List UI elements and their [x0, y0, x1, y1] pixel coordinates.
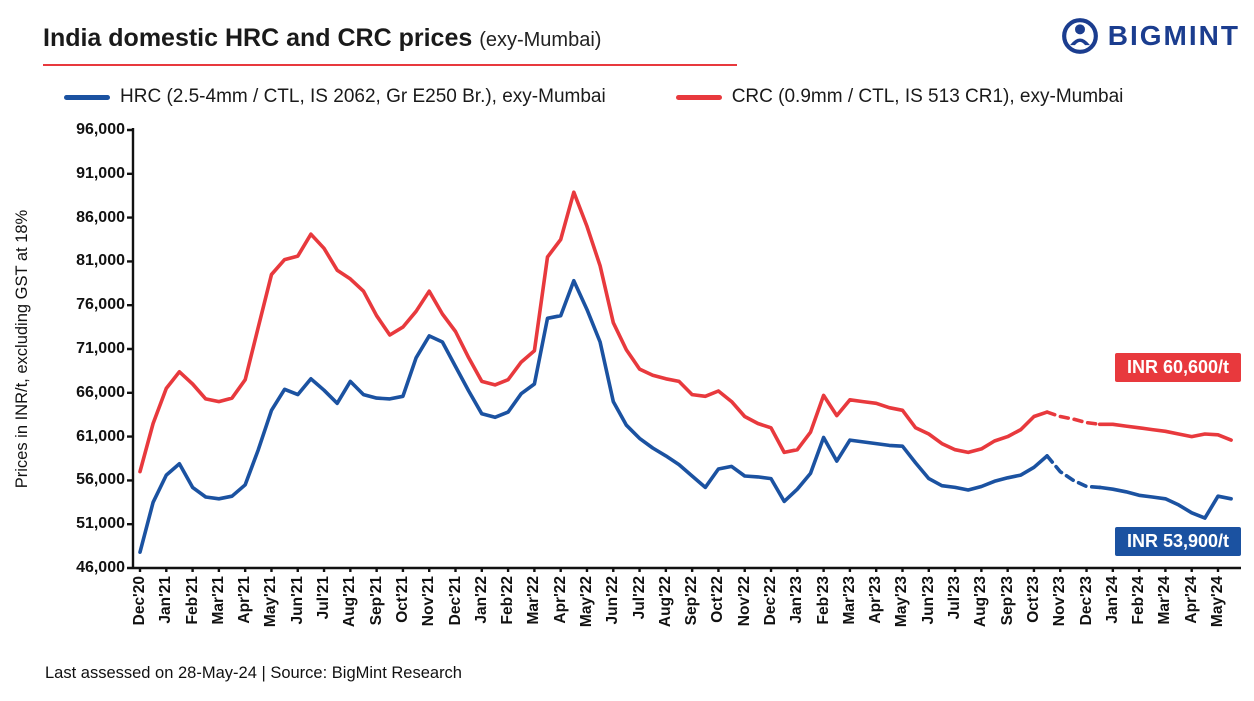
page-title: India domestic HRC and CRC prices (exy-M…	[43, 24, 601, 53]
crc-price-line	[138, 190, 1049, 474]
y-tick-label: 76,000	[76, 296, 125, 314]
x-tick-label: Jun'21	[288, 576, 306, 625]
x-tick-label: Mar'21	[209, 576, 227, 625]
x-tick-label: Sep'23	[998, 576, 1016, 626]
source-note: Last assessed on 28-May-24 | Source: Big…	[45, 664, 462, 682]
x-tick-label: Feb'24	[1130, 576, 1148, 625]
x-tick-label: Nov'22	[735, 576, 753, 627]
y-tick-label: 81,000	[76, 252, 125, 270]
y-tick-label: 51,000	[76, 515, 125, 533]
crc-line-swatch	[675, 94, 722, 100]
y-axis-title: Prices in INR/t, excluding GST at 18%	[13, 209, 31, 489]
page-title-main: India domestic HRC and CRC prices	[43, 24, 473, 52]
x-tick-label: Dec'22	[762, 576, 780, 626]
x-tick-label: Feb'23	[814, 576, 832, 625]
chart-legend: HRC (2.5-4mm / CTL, IS 2062, Gr E250 Br.…	[64, 86, 1123, 108]
x-tick-label: Apr'22	[551, 576, 569, 624]
legend-item-crc: CRC (0.9mm / CTL, IS 513 CR1), exy-Mumba…	[675, 86, 1124, 108]
crc-price-line	[1045, 410, 1102, 427]
x-tick-label: Aug'22	[656, 576, 674, 628]
x-tick-label: Apr'23	[867, 576, 885, 624]
x-tick-label: Mar'24	[1156, 576, 1174, 625]
y-tick-label: 91,000	[76, 164, 125, 182]
x-tick-label: Jan'24	[1103, 576, 1121, 624]
legend-label-crc: CRC (0.9mm / CTL, IS 513 CR1), exy-Mumba…	[731, 86, 1124, 107]
x-tick-label: Dec'20	[131, 576, 148, 626]
bigmint-logo-text: BIGMINT	[1107, 20, 1240, 51]
x-tick-label: Sep'22	[683, 576, 701, 626]
bigmint-logo-icon	[1061, 18, 1098, 54]
x-tick-label: May'23	[893, 576, 911, 628]
x-tick-label: Jul'22	[630, 576, 648, 620]
bigmint-logo: BIGMINT	[1060, 16, 1240, 56]
x-tick-label: Nov'23	[1051, 576, 1069, 627]
page-title-subtitle: (exy-Mumbai)	[479, 29, 602, 51]
x-tick-label: May'22	[577, 576, 595, 628]
x-tick-label: Nov'21	[420, 576, 438, 627]
x-tick-label: Jan'23	[788, 576, 806, 624]
x-tick-label: Jan'21	[157, 576, 175, 624]
x-tick-label: Oct'21	[393, 576, 411, 623]
x-tick-label: Jan'22	[472, 576, 490, 624]
crc-price-badge: INR 60,600/t	[1114, 353, 1241, 382]
hrc-price-line	[1097, 485, 1233, 520]
chart-axes	[127, 128, 1241, 572]
x-tick-label: Mar'23	[840, 576, 858, 625]
crc-price-line	[1097, 422, 1233, 442]
y-tick-label: 56,000	[76, 471, 125, 489]
hrc-price-line	[138, 278, 1049, 554]
hrc-line-swatch	[64, 94, 110, 100]
x-tick-label: Jul'21	[315, 576, 333, 620]
x-tick-label: Sep'21	[367, 576, 385, 626]
y-tick-label: 71,000	[76, 340, 125, 357]
x-tick-label: Jun'22	[604, 576, 622, 625]
x-tick-label: Jun'23	[919, 576, 937, 625]
x-tick-label: Apr'24	[1182, 576, 1200, 624]
x-tick-label: Dec'21	[446, 576, 464, 626]
hrc-price-line	[1045, 454, 1102, 490]
x-tick-label: Aug'21	[341, 576, 359, 628]
legend-item-hrc: HRC (2.5-4mm / CTL, IS 2062, Gr E250 Br.…	[64, 86, 606, 108]
x-tick-label: Feb'22	[499, 576, 517, 625]
legend-label-hrc: HRC (2.5-4mm / CTL, IS 2062, Gr E250 Br.…	[120, 86, 606, 107]
x-tick-label: Apr'21	[236, 576, 254, 624]
hrc-price-badge: INR 53,900/t	[1114, 527, 1241, 556]
title-underline	[43, 64, 737, 66]
y-tick-label: 46,000	[76, 559, 125, 576]
y-tick-label: 66,000	[76, 383, 125, 401]
x-tick-label: Oct'23	[1024, 576, 1042, 623]
x-tick-label: Mar'22	[525, 576, 543, 625]
x-tick-label: May'21	[262, 576, 280, 628]
y-tick-label: 86,000	[76, 208, 125, 226]
x-tick-label: Oct'22	[709, 576, 727, 623]
x-tick-label: Dec'23	[1077, 576, 1095, 626]
x-tick-label: Jul'23	[946, 576, 964, 620]
y-tick-label: 61,000	[76, 427, 125, 445]
x-tick-label: Feb'21	[183, 576, 201, 625]
x-tick-label: Aug'23	[972, 576, 990, 628]
x-tick-label: May'24	[1209, 576, 1226, 628]
y-tick-label: 96,000	[76, 121, 125, 138]
